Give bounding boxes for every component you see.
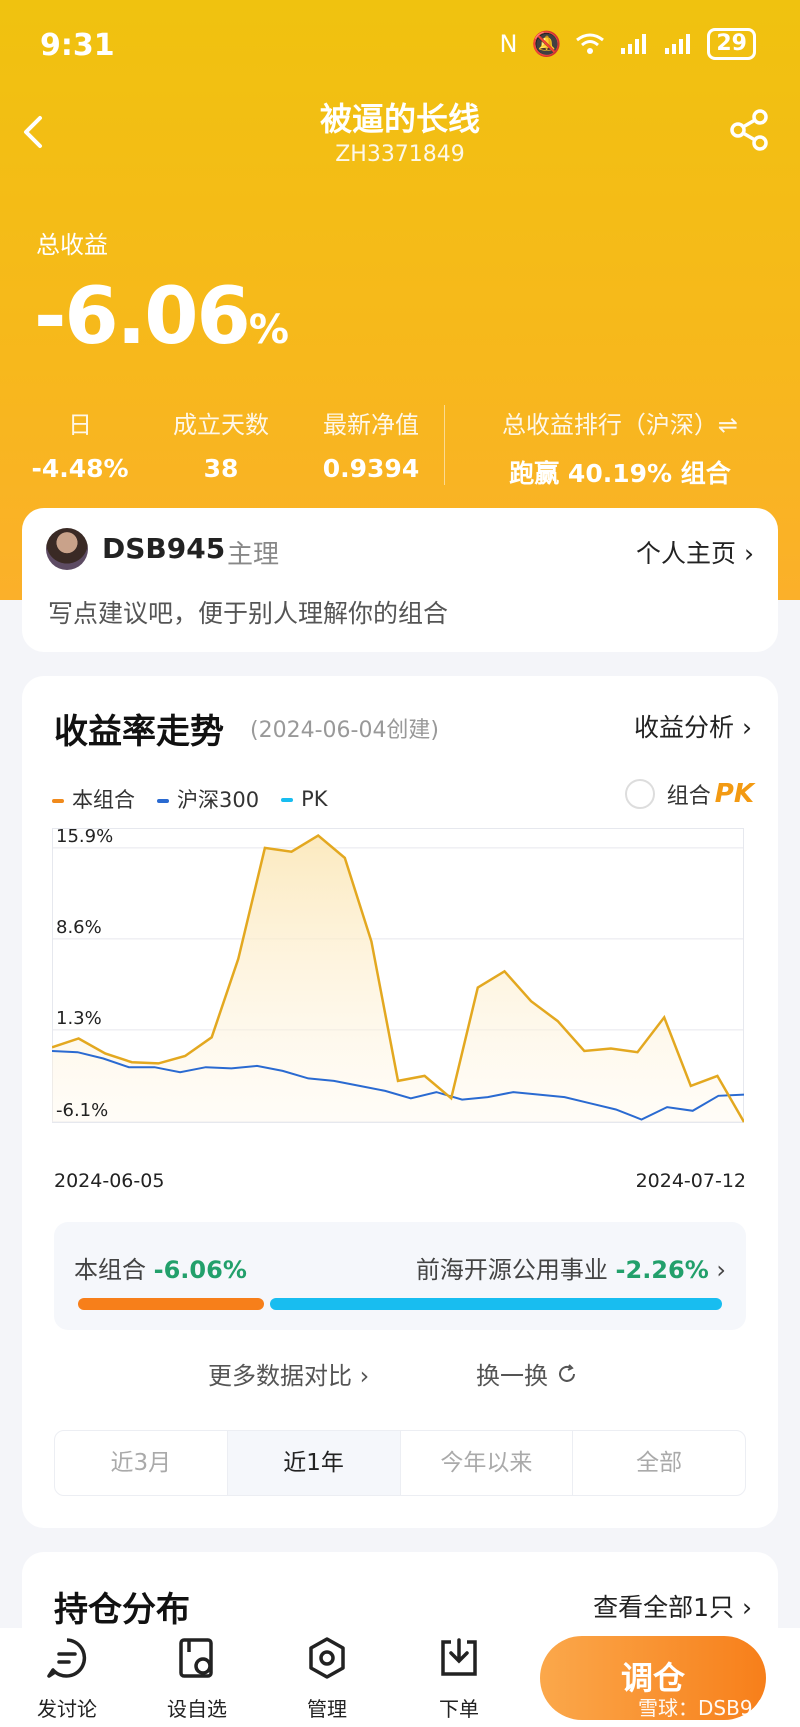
- tab-manage[interactable]: 管理: [272, 1636, 382, 1722]
- header-background: [0, 0, 800, 600]
- created-date: (2024-06-04创建): [250, 718, 440, 743]
- trend-title: 收益率走势: [54, 712, 224, 752]
- more-comparison-link[interactable]: 更多数据对比 ›: [208, 1362, 370, 1390]
- compare-right[interactable]: 前海开源公用事业 -2.26% ›: [415, 1256, 726, 1284]
- signal-icon: [621, 34, 647, 54]
- return-analysis-link[interactable]: 收益分析 ›: [634, 713, 752, 742]
- stat-divider: [444, 405, 445, 485]
- status-bar: 9:31 N 🔕 29: [0, 0, 800, 90]
- nfc-icon: N: [499, 30, 518, 58]
- signal-icon-2: [665, 34, 691, 54]
- pk-logo: PK: [714, 779, 754, 809]
- pk-radio[interactable]: [624, 779, 655, 809]
- share-icon[interactable]: [728, 108, 772, 152]
- battery-indicator: 29: [707, 28, 756, 60]
- stats-row: 日 -4.48% 成立天数 38 最新净值 0.9394 总收益排行（沪深）⇌ …: [0, 405, 800, 495]
- x-label-end: 2024-07-12: [635, 1170, 746, 1192]
- series-line-csi300: [52, 1050, 744, 1121]
- gear-icon: [309, 1637, 345, 1679]
- nav-bar: 被逼的长线 ZH3371849: [0, 90, 800, 200]
- period-tabs: 近3月 近1年 今年以来 全部: [54, 1430, 746, 1496]
- pk-compare-panel[interactable]: 本组合 -6.06% 前海开源公用事业 -2.26% ›: [54, 1222, 746, 1330]
- watermark: 雪球：DSB945: [638, 1696, 778, 1720]
- return-chart[interactable]: 15.9% 8.6% 1.3% -6.1%: [52, 828, 744, 1158]
- portfolio-description[interactable]: 写点建议吧，便于别人理解你的组合: [48, 599, 449, 628]
- holdings-title: 持仓分布: [54, 1590, 190, 1630]
- compare-bar-portfolio: [78, 1298, 264, 1310]
- portfolio-code: ZH3371849: [335, 142, 465, 167]
- compare-left: 本组合 -6.06%: [74, 1256, 247, 1284]
- tab-3m[interactable]: 近3月: [55, 1431, 228, 1495]
- profile-link[interactable]: 个人主页 ›: [636, 539, 754, 568]
- stat-nav: 最新净值 0.9394: [322, 411, 420, 483]
- owner-role: 主理: [227, 540, 280, 570]
- stat-day: 日 -4.48%: [31, 411, 129, 483]
- add-watchlist-icon: [179, 1638, 213, 1678]
- y-tick-label: -6.1%: [56, 1100, 108, 1121]
- chart-legend: 本组合 沪深300 PK: [52, 784, 328, 814]
- y-tick-label: 15.9%: [56, 828, 113, 847]
- series-line-portfolio: [52, 833, 744, 1123]
- mute-icon: 🔕: [531, 30, 562, 58]
- x-label-start: 2024-06-05: [54, 1170, 165, 1192]
- owner-card: DSB945 主理 个人主页 › 写点建议吧，便于别人理解你的组合: [22, 508, 778, 652]
- view-all-holdings-link[interactable]: 查看全部1只 ›: [593, 1593, 752, 1622]
- portfolio-area: [52, 835, 744, 1122]
- tab-order[interactable]: 下单: [404, 1636, 514, 1722]
- legend-csi300: 沪深300: [157, 784, 259, 814]
- stat-days: 成立天数 38: [173, 411, 269, 483]
- download-order-icon: [441, 1638, 477, 1676]
- status-icons: N 🔕 29: [500, 28, 756, 60]
- rebalance-button[interactable]: 调仓: [540, 1636, 766, 1720]
- pk-toggle[interactable]: 组合 PK: [624, 778, 754, 810]
- swap-button[interactable]: 换一换: [476, 1356, 578, 1391]
- legend-portfolio: 本组合: [52, 784, 135, 814]
- y-tick-label: 8.6%: [56, 917, 102, 938]
- tab-ytd[interactable]: 今年以来: [401, 1431, 574, 1495]
- tab-1y[interactable]: 近1年: [227, 1431, 401, 1495]
- portfolio-title: 被逼的长线: [319, 100, 480, 138]
- total-return-value: -6.06%: [34, 272, 289, 362]
- wifi-icon: [576, 33, 605, 54]
- stat-rank[interactable]: 总收益排行（沪深）⇌ 跑赢 40.19% 组合: [501, 411, 739, 488]
- total-return-label: 总收益: [36, 231, 108, 259]
- tab-discuss[interactable]: 发讨论: [12, 1636, 122, 1722]
- tab-watchlist[interactable]: 设自选: [142, 1636, 252, 1722]
- status-time: 9:31: [40, 28, 115, 63]
- refresh-icon: [559, 1363, 575, 1382]
- tab-all[interactable]: 全部: [636, 1450, 683, 1476]
- avatar[interactable]: [46, 528, 88, 570]
- y-tick-label: 1.3%: [56, 1008, 102, 1029]
- bottom-tabbar: 发讨论 设自选 管理 下单 调仓 雪球：DSB945: [0, 1628, 800, 1727]
- compare-bar-fund: [270, 1298, 722, 1310]
- legend-pk: PK: [281, 787, 328, 811]
- owner-name[interactable]: DSB945: [102, 532, 226, 565]
- trend-card: 收益率走势 (2024-06-04创建) 收益分析 › 本组合 沪深300 PK…: [22, 676, 778, 1528]
- back-arrow-icon[interactable]: [14, 112, 54, 152]
- chat-icon: [47, 1638, 87, 1678]
